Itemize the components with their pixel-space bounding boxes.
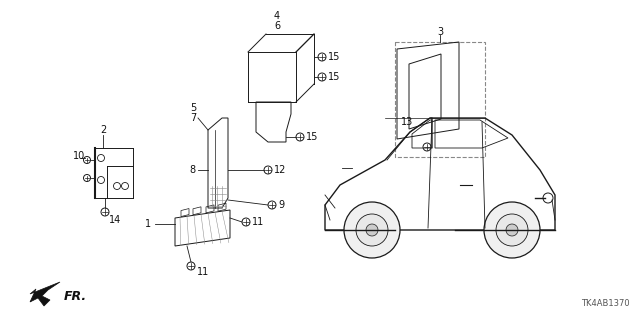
Text: 1: 1 — [145, 219, 151, 229]
Text: 11: 11 — [197, 267, 209, 277]
Polygon shape — [30, 282, 60, 306]
Text: 8: 8 — [190, 165, 196, 175]
Text: 4: 4 — [274, 11, 280, 21]
Text: 6: 6 — [274, 21, 280, 31]
Circle shape — [496, 214, 528, 246]
Text: 11: 11 — [252, 217, 264, 227]
Text: 12: 12 — [274, 165, 286, 175]
Text: FR.: FR. — [64, 290, 87, 302]
Text: 5: 5 — [189, 103, 196, 113]
Text: 7: 7 — [189, 113, 196, 123]
Text: 15: 15 — [306, 132, 318, 142]
Text: 15: 15 — [328, 72, 340, 82]
Circle shape — [506, 224, 518, 236]
Text: 15: 15 — [328, 52, 340, 62]
Bar — [395, 42, 485, 157]
Text: 14: 14 — [109, 215, 121, 225]
Text: 2: 2 — [100, 125, 106, 135]
Circle shape — [484, 202, 540, 258]
Circle shape — [344, 202, 400, 258]
Text: 10: 10 — [73, 151, 85, 161]
Text: 9: 9 — [278, 200, 284, 210]
Text: 13: 13 — [401, 117, 413, 127]
Circle shape — [356, 214, 388, 246]
Text: 3: 3 — [437, 27, 443, 37]
Circle shape — [366, 224, 378, 236]
Text: TK4AB1370: TK4AB1370 — [581, 299, 630, 308]
